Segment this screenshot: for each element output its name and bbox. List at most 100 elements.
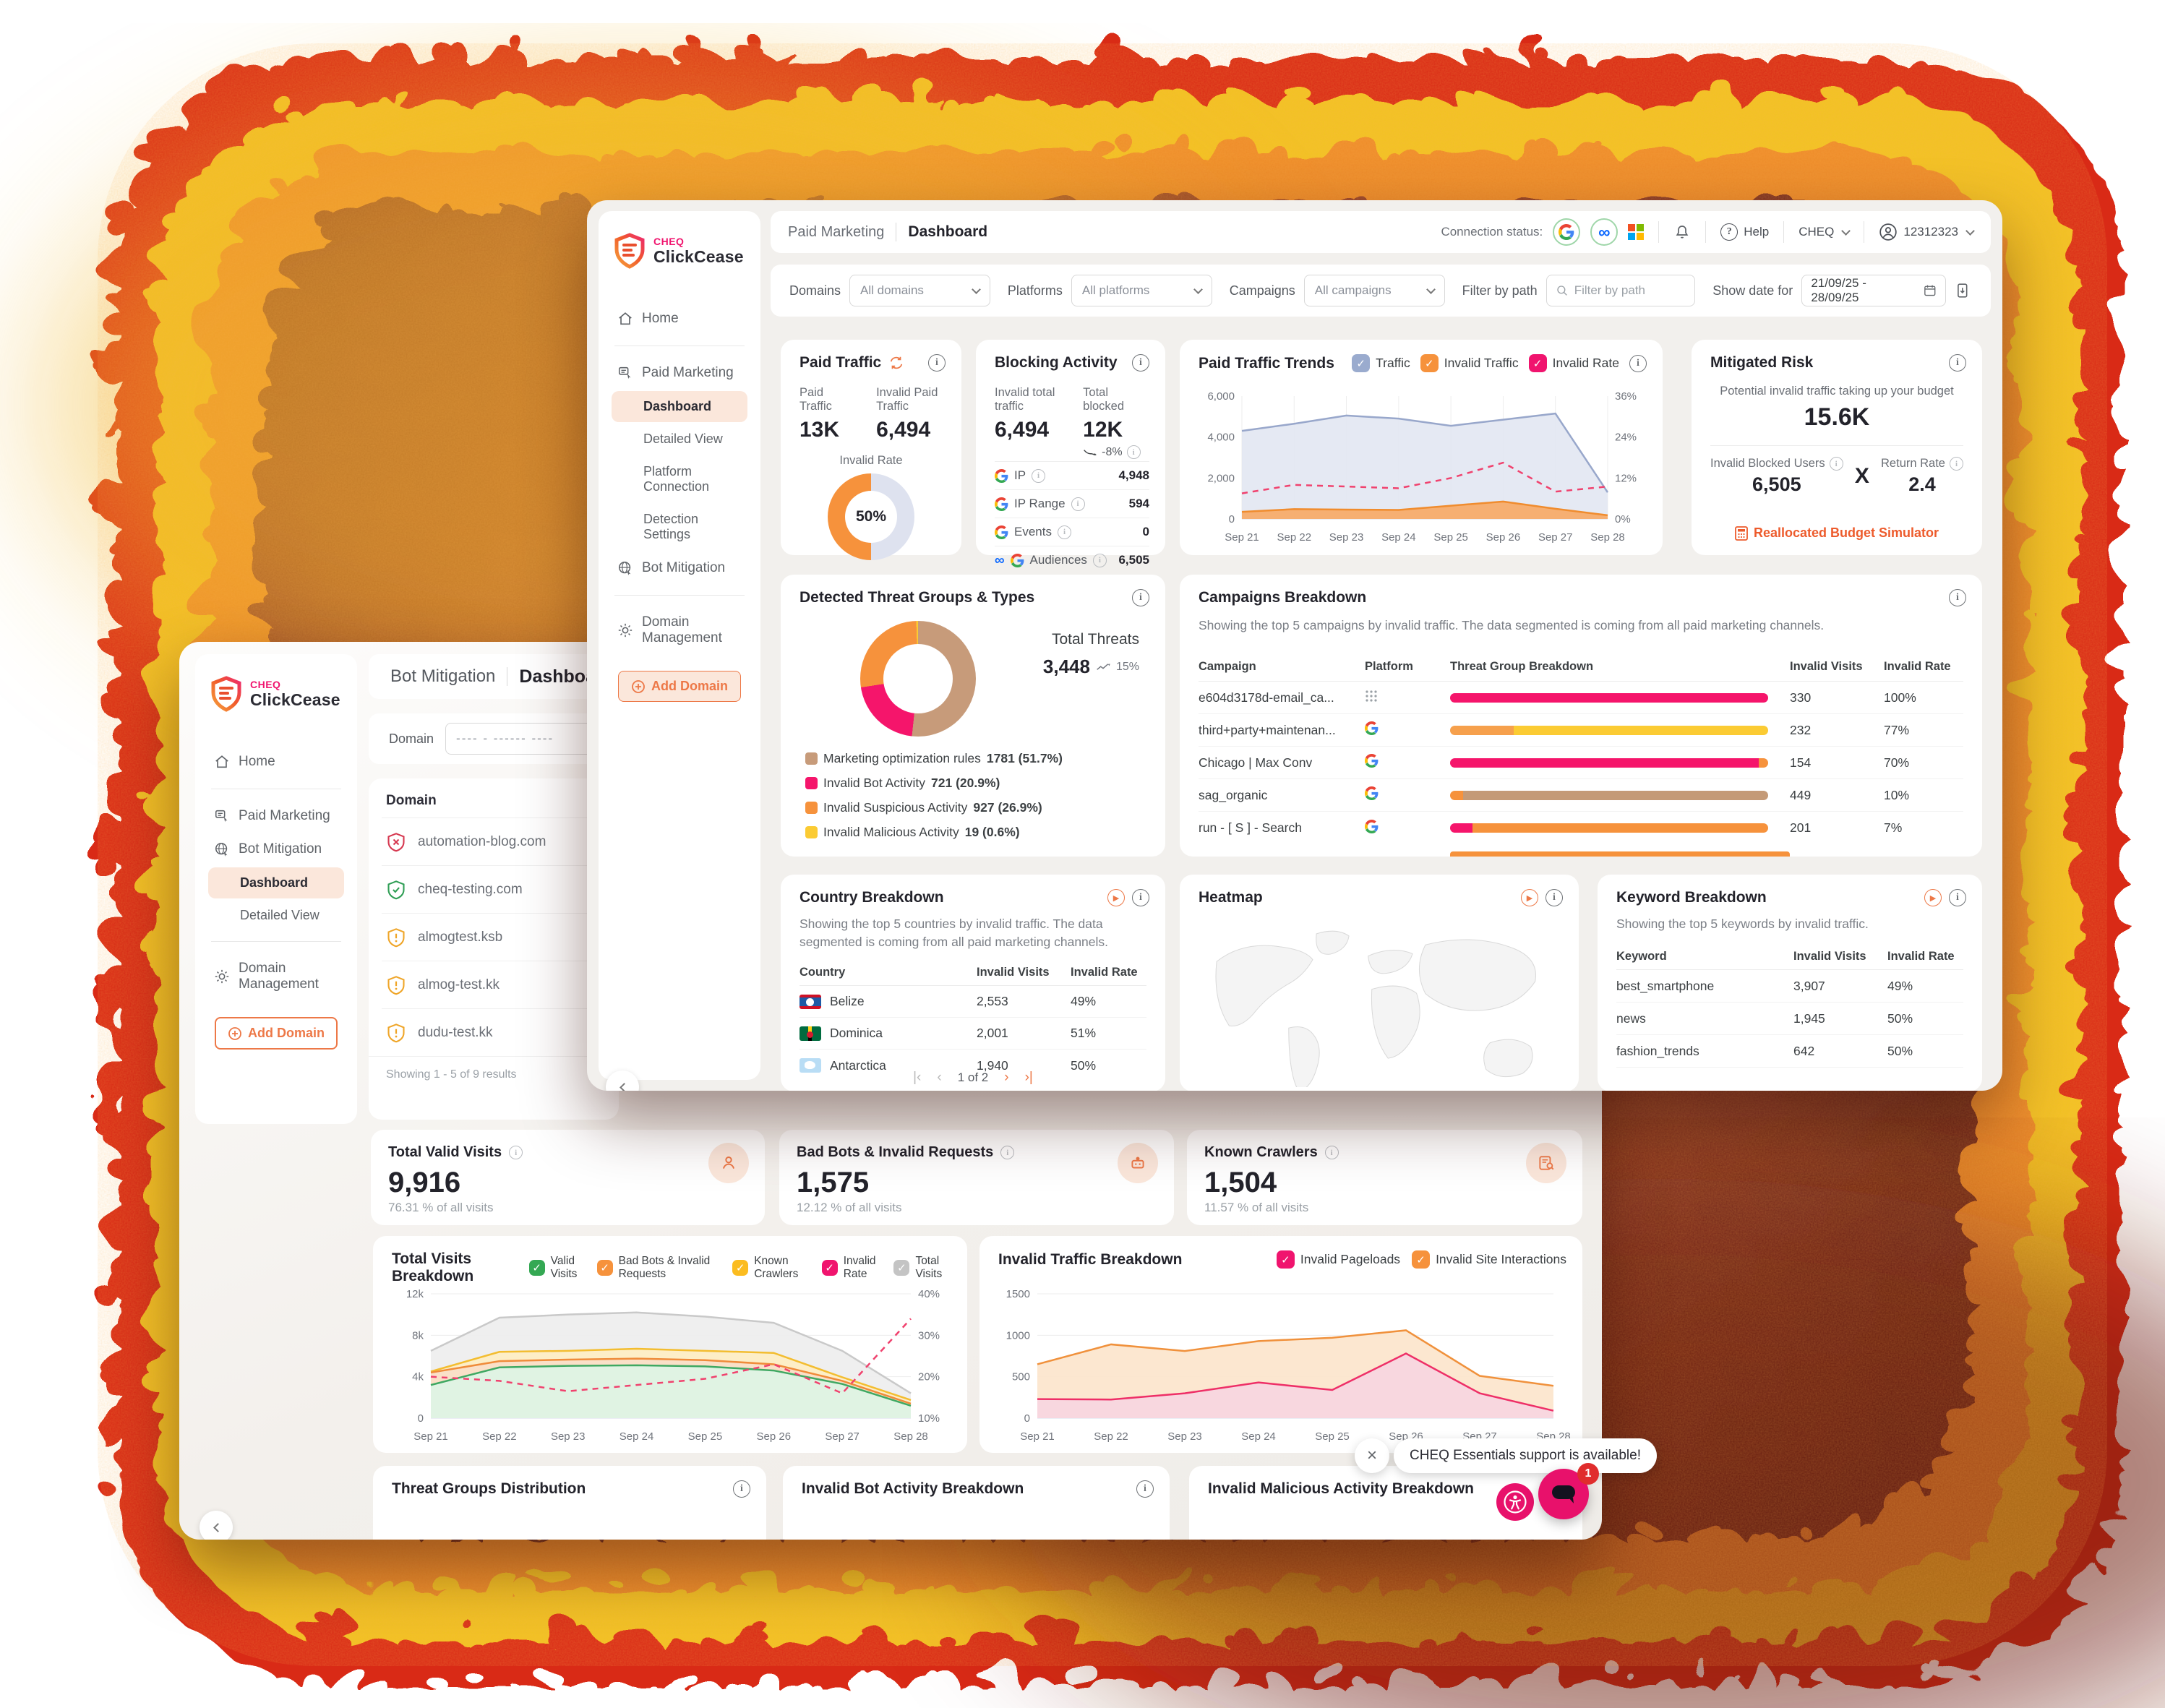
info-icon[interactable]: i	[1057, 525, 1071, 539]
info-icon[interactable]: i	[1324, 1146, 1339, 1159]
toast-close-button[interactable]: ×	[1355, 1438, 1389, 1473]
info-icon[interactable]: i	[1032, 468, 1046, 483]
invalid-bot-activity-card: Invalid Bot Activity Breakdown i	[783, 1466, 1170, 1540]
checkbox-valid-visits[interactable]: ✓	[528, 1260, 545, 1276]
meta-connection-icon[interactable]: ∞	[1590, 218, 1619, 246]
pm-page-header: Paid Marketing Dashboard Connection stat…	[771, 211, 1991, 253]
page-next-button[interactable]: ›	[1004, 1070, 1009, 1085]
sidebar-item-pm-detailed-view[interactable]: Detailed View	[643, 432, 723, 446]
invalid-traffic-breakdown-card: Invalid Traffic Breakdown ✓ Invalid Pagel…	[979, 1236, 1582, 1453]
info-icon[interactable]: i	[509, 1146, 523, 1159]
info-icon[interactable]: i	[1949, 589, 1966, 606]
info-icon[interactable]: i	[1000, 1146, 1015, 1159]
sidebar-item-paid-marketing[interactable]: Paid Marketing	[208, 799, 344, 833]
path-filter-input[interactable]: Filter by path	[1545, 275, 1696, 306]
sidebar-item-bm-dashboard[interactable]: Dashboard	[208, 867, 344, 898]
accessibility-button[interactable]	[1496, 1483, 1534, 1521]
domain-row[interactable]: almog-test.kk	[382, 961, 606, 1008]
help-button[interactable]: ? Help	[1720, 223, 1769, 241]
sidebar-item-pm-dashboard[interactable]: Dashboard	[612, 391, 747, 422]
checkbox-invalid-rate[interactable]: ✓	[821, 1260, 838, 1276]
checkbox-invalid-site-interactions[interactable]: ✓	[1412, 1250, 1431, 1269]
info-icon[interactable]: i	[1136, 1480, 1154, 1498]
heatmap-card: Heatmap ▶ i	[1180, 875, 1579, 1091]
info-icon[interactable]: i	[1126, 445, 1141, 459]
page-last-button[interactable]: ›|	[1024, 1070, 1033, 1085]
sidebar-item-domain-management[interactable]: Domain Management	[208, 952, 344, 1001]
google-connection-icon[interactable]	[1553, 218, 1581, 246]
campaigns-select[interactable]: All campaigns	[1303, 275, 1445, 306]
country-row[interactable]: Antarctica 1,940 50%	[799, 1050, 1146, 1081]
info-icon[interactable]: i	[1545, 889, 1563, 906]
date-range-picker[interactable]: 21/09/25 - 28/09/25	[1801, 275, 1947, 306]
campaign-row[interactable]: run - [ S ] - Search 201 7%	[1199, 819, 1903, 835]
info-icon[interactable]: i	[1132, 354, 1149, 372]
info-icon[interactable]: i	[1071, 497, 1085, 511]
checkbox-traffic[interactable]: ✓	[1352, 354, 1371, 372]
info-icon[interactable]: i	[1829, 457, 1843, 471]
campaign-row[interactable]: e604d3178d-email_ca... 330 100%	[1199, 682, 1963, 714]
checkbox-known-crawlers[interactable]: ✓	[732, 1260, 749, 1276]
campaign-row[interactable]: Chicago | Max Conv 154 70%	[1199, 747, 1963, 779]
info-icon[interactable]: i	[1092, 553, 1107, 567]
keyword-row[interactable]: news 1,945 50%	[1616, 1003, 1963, 1035]
info-icon[interactable]: i	[1949, 889, 1966, 906]
checkbox-invalid-pageloads[interactable]: ✓	[1276, 1250, 1295, 1269]
domain-row[interactable]: dudu-test.kk	[382, 1008, 606, 1056]
user-menu[interactable]: 12312323	[1879, 223, 1975, 241]
platforms-select[interactable]: All platforms	[1071, 275, 1212, 306]
info-icon[interactable]: i	[1629, 354, 1647, 372]
play-icon[interactable]: ▶	[1521, 889, 1538, 906]
microsoft-icon[interactable]	[1628, 224, 1645, 240]
add-domain-button[interactable]: Add Domain	[215, 1017, 338, 1050]
info-icon[interactable]: i	[1949, 354, 1966, 372]
domain-row[interactable]: almogtest.ksb	[382, 913, 606, 961]
checkbox-bad-bots[interactable]: ✓	[596, 1260, 613, 1276]
play-icon[interactable]: ▶	[1924, 889, 1942, 906]
shield-ok-icon	[387, 880, 405, 899]
export-icon[interactable]	[1955, 282, 1972, 299]
refresh-icon[interactable]	[888, 355, 904, 371]
info-icon[interactable]: i	[1949, 457, 1963, 471]
reallocated-budget-simulator-link[interactable]: Reallocated Budget Simulator	[1692, 525, 1982, 541]
sidebar-item-paid-marketing[interactable]: Paid Marketing	[612, 356, 747, 390]
sidebar-item-bot-mitigation[interactable]: Bot Mitigation	[612, 552, 747, 585]
page-first-button[interactable]: |‹	[913, 1070, 922, 1085]
page-prev-button[interactable]: ‹	[937, 1070, 942, 1085]
country-row[interactable]: Belize 2,553 49%	[799, 986, 1146, 1018]
stat-value: 1,504	[1204, 1167, 1277, 1198]
info-icon[interactable]: i	[1132, 889, 1149, 906]
keyword-row[interactable]: fashion_trends 642 50%	[1616, 1035, 1963, 1068]
blocking-row: ∞ Audiences i 6,505	[995, 546, 1149, 574]
info-icon[interactable]: i	[928, 354, 946, 372]
sidebar-item-bm-detailed-view[interactable]: Detailed View	[240, 908, 320, 922]
multiply-sign: X	[1854, 464, 1869, 488]
checkbox-invalid-traffic[interactable]: ✓	[1420, 354, 1439, 372]
sidebar-item-bot-mitigation[interactable]: Bot Mitigation	[208, 833, 344, 866]
campaign-row[interactable]: sag_organic 449 10%	[1199, 779, 1963, 812]
checkbox-invalid-rate[interactable]: ✓	[1528, 354, 1547, 372]
campaign-row[interactable]: third+party+maintenan... 232 77%	[1199, 714, 1963, 747]
sidebar-collapse-button[interactable]	[200, 1511, 233, 1540]
checkbox-total-visits[interactable]: ✓	[893, 1260, 910, 1276]
domain-row[interactable]: automation-blog.com	[382, 817, 606, 865]
country-row[interactable]: Dominica 2,001 51%	[799, 1018, 1146, 1050]
sidebar-item-domain-management[interactable]: Domain Management	[612, 606, 747, 655]
bell-icon[interactable]	[1673, 223, 1691, 241]
play-icon[interactable]: ▶	[1107, 889, 1125, 906]
info-icon[interactable]: i	[1132, 589, 1149, 606]
domain-row[interactable]: cheq-testing.com	[382, 865, 606, 913]
org-switcher[interactable]: CHEQ	[1799, 225, 1851, 239]
keyword-row[interactable]: best_smartphone 3,907 49%	[1616, 970, 1963, 1003]
shield-blocked-icon	[387, 832, 405, 851]
svg-text:2,000: 2,000	[1207, 472, 1235, 484]
sidebar-item-home[interactable]: Home	[612, 302, 747, 335]
sidebar-item-platform-connection[interactable]: Platform Connection	[643, 464, 710, 494]
google-icon	[995, 525, 1008, 539]
card-title: Invalid Traffic Breakdown	[998, 1250, 1183, 1268]
sidebar-item-home[interactable]: Home	[208, 745, 344, 778]
info-icon[interactable]: i	[733, 1480, 750, 1498]
add-domain-button[interactable]: Add Domain	[618, 671, 741, 702]
domains-select[interactable]: All domains	[849, 275, 990, 306]
sidebar-item-detection-settings[interactable]: Detection Settings	[643, 512, 699, 541]
